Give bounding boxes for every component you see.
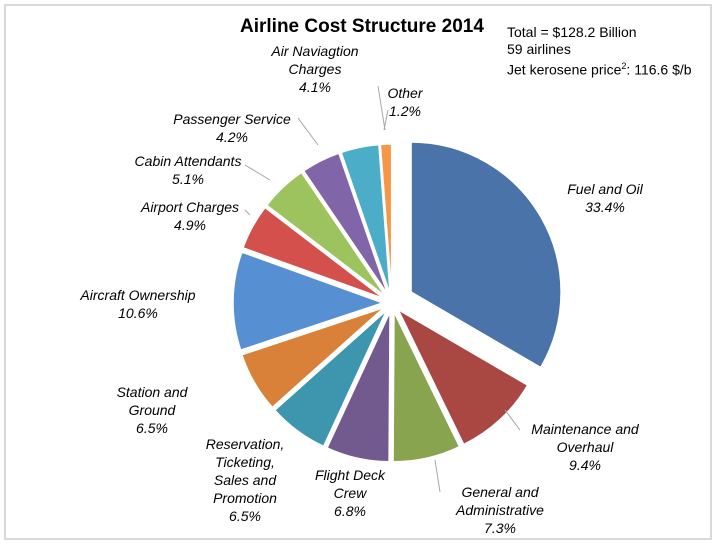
slice-label: Air Naviagtion Charges 4.1% <box>271 42 358 96</box>
slice-label-value: 7.3% <box>484 520 516 536</box>
leader-line <box>383 109 389 131</box>
slice-label-name: Promotion <box>213 490 277 506</box>
slice-label: Flight Deck Crew 6.8% <box>315 466 385 520</box>
slice-label: Maintenance and Overhaul 9.4% <box>531 420 638 474</box>
slice-label-name: Other <box>387 85 423 101</box>
airlines-annotation: 59 airlines <box>507 41 571 57</box>
slice-label-name: Ground <box>128 402 176 418</box>
slice-label-name: Fuel and Oil <box>567 181 643 197</box>
leader-line <box>297 117 319 146</box>
leader-line <box>244 164 271 181</box>
slice-label: General and Administrative 7.3% <box>456 483 544 537</box>
pie-slice <box>410 141 562 369</box>
pie-slice <box>232 251 386 352</box>
slice-label: Other 1.2% <box>387 84 422 120</box>
pie-slice <box>379 143 393 295</box>
pie-slice <box>326 311 391 463</box>
slice-label-value: 4.2% <box>216 129 248 145</box>
leader-line <box>504 409 521 431</box>
pie-slice <box>302 152 389 296</box>
slice-label-name: Maintenance and <box>531 421 639 437</box>
slice-label-name: Ticketing, <box>215 454 275 470</box>
chart-frame <box>4 4 712 540</box>
slice-label: Fuel and Oil 33.4% <box>567 180 642 216</box>
leader-line <box>244 209 251 216</box>
slice-label-value: 10.6% <box>118 305 158 321</box>
total-annotation: Total = $128.2 Billion <box>507 24 637 40</box>
leader-line <box>434 459 441 493</box>
pie-slice <box>265 171 387 298</box>
slice-label-value: 4.1% <box>299 79 331 95</box>
slice-label-value: 6.5% <box>136 420 168 436</box>
slice-label-value: 9.4% <box>569 457 601 473</box>
chart-title: Airline Cost Structure 2014 <box>240 16 484 37</box>
slice-label-name: Sales and <box>213 472 277 488</box>
slice-label-value: 33.4% <box>585 199 625 215</box>
pie-slice <box>273 309 388 448</box>
slice-label-name: Aircraft Ownership <box>80 287 196 303</box>
slice-label-name: Crew <box>333 485 367 501</box>
slice-label-name: Cabin Attendants <box>134 153 242 169</box>
fuel-price-annotation: Jet kerosene price2: 116.6 $/b <box>507 58 692 79</box>
footnote-mark: 2 <box>621 61 627 71</box>
slice-label-name: Air Naviagtion <box>271 43 359 59</box>
slice-label: Airport Charges 4.9% <box>141 198 239 234</box>
pie-slice <box>242 206 385 300</box>
slice-label-value: 6.5% <box>229 508 261 524</box>
slice-label: Aircraft Ownership 10.6% <box>80 286 195 322</box>
pie-slice <box>240 306 385 409</box>
slice-label: Station and Ground 6.5% <box>117 383 188 437</box>
slice-label-value: 6.8% <box>334 503 366 519</box>
slice-label-name: Administrative <box>456 502 544 518</box>
slice-label-name: General and <box>461 484 539 500</box>
slice-label: Passenger Service 4.2% <box>173 110 291 146</box>
pie-slice <box>392 311 461 463</box>
slice-label-value: 4.9% <box>174 217 206 233</box>
chart-info: Total = $128.2 Billion 59 airlines Jet k… <box>507 24 692 79</box>
fuel-price-value: : 116.6 $/b <box>626 61 692 78</box>
slice-label-name: Station and <box>116 384 188 400</box>
slice-label-value: 5.1% <box>172 171 204 187</box>
leader-line <box>377 85 386 131</box>
slice-label: Reservation, Ticketing, Sales and Promotion… <box>206 435 285 525</box>
slice-label-name: Flight Deck <box>314 467 386 483</box>
slice-label-name: Airport Charges <box>140 199 240 215</box>
pie-slice <box>396 307 529 446</box>
slice-label-value: 1.2% <box>389 103 421 119</box>
slice-label-name: Overhaul <box>556 439 614 455</box>
slice-label-name: Reservation, <box>205 436 285 452</box>
slice-label: Cabin Attendants 5.1% <box>135 152 242 188</box>
slice-label-name: Passenger Service <box>173 111 291 127</box>
slice-label-name: Charges <box>288 61 342 77</box>
pie-slice <box>340 143 391 295</box>
fuel-price-prefix: Jet kerosene price <box>507 61 622 78</box>
